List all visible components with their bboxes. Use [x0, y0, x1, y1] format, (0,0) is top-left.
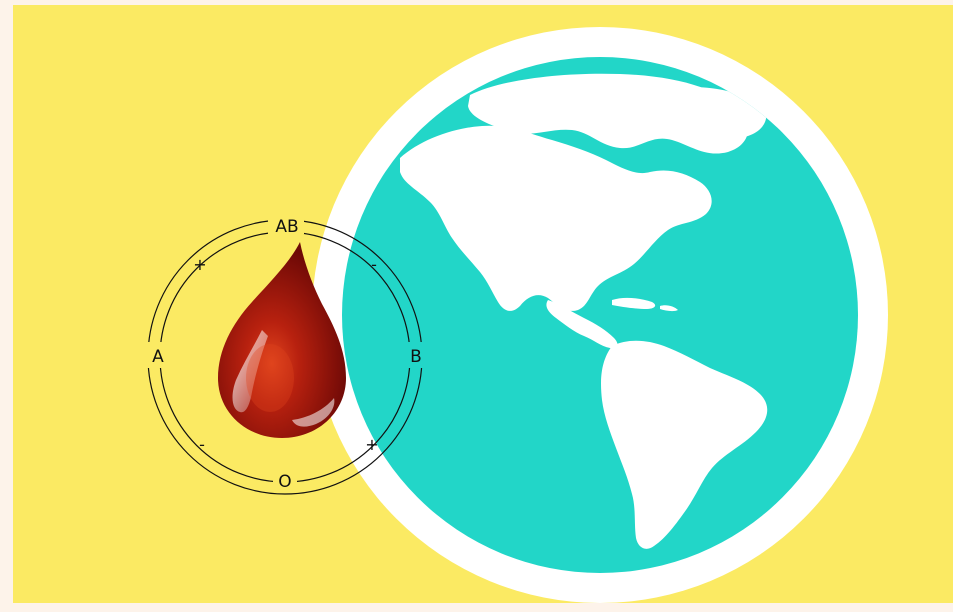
- sign-bottom-left: -: [199, 435, 205, 454]
- sign-top-left: +: [193, 255, 206, 274]
- label-b: B: [410, 347, 422, 367]
- continents: [400, 73, 768, 549]
- label-o: O: [278, 472, 291, 492]
- drop-reflection: [292, 398, 335, 427]
- drop-highlight: [232, 330, 268, 413]
- globe: [312, 27, 888, 603]
- north-america: [400, 125, 712, 311]
- sign-bottom-right: +: [365, 435, 378, 454]
- sign-top-right: -: [371, 255, 377, 274]
- blood-drop: [218, 242, 346, 438]
- label-ab: AB: [275, 217, 298, 237]
- greenland: [660, 87, 767, 139]
- caribbean-islands: [612, 297, 678, 312]
- central-america: [546, 300, 618, 349]
- drop-glow: [246, 344, 294, 412]
- label-a: A: [152, 347, 164, 367]
- ring-labels: AB B O A + - - +: [146, 212, 426, 492]
- ring-gap-right: [402, 342, 426, 368]
- ring-gap-bottom: [273, 470, 297, 490]
- ring-gap-top: [268, 212, 304, 234]
- south-america: [601, 340, 768, 549]
- ring-gap-left: [146, 342, 170, 368]
